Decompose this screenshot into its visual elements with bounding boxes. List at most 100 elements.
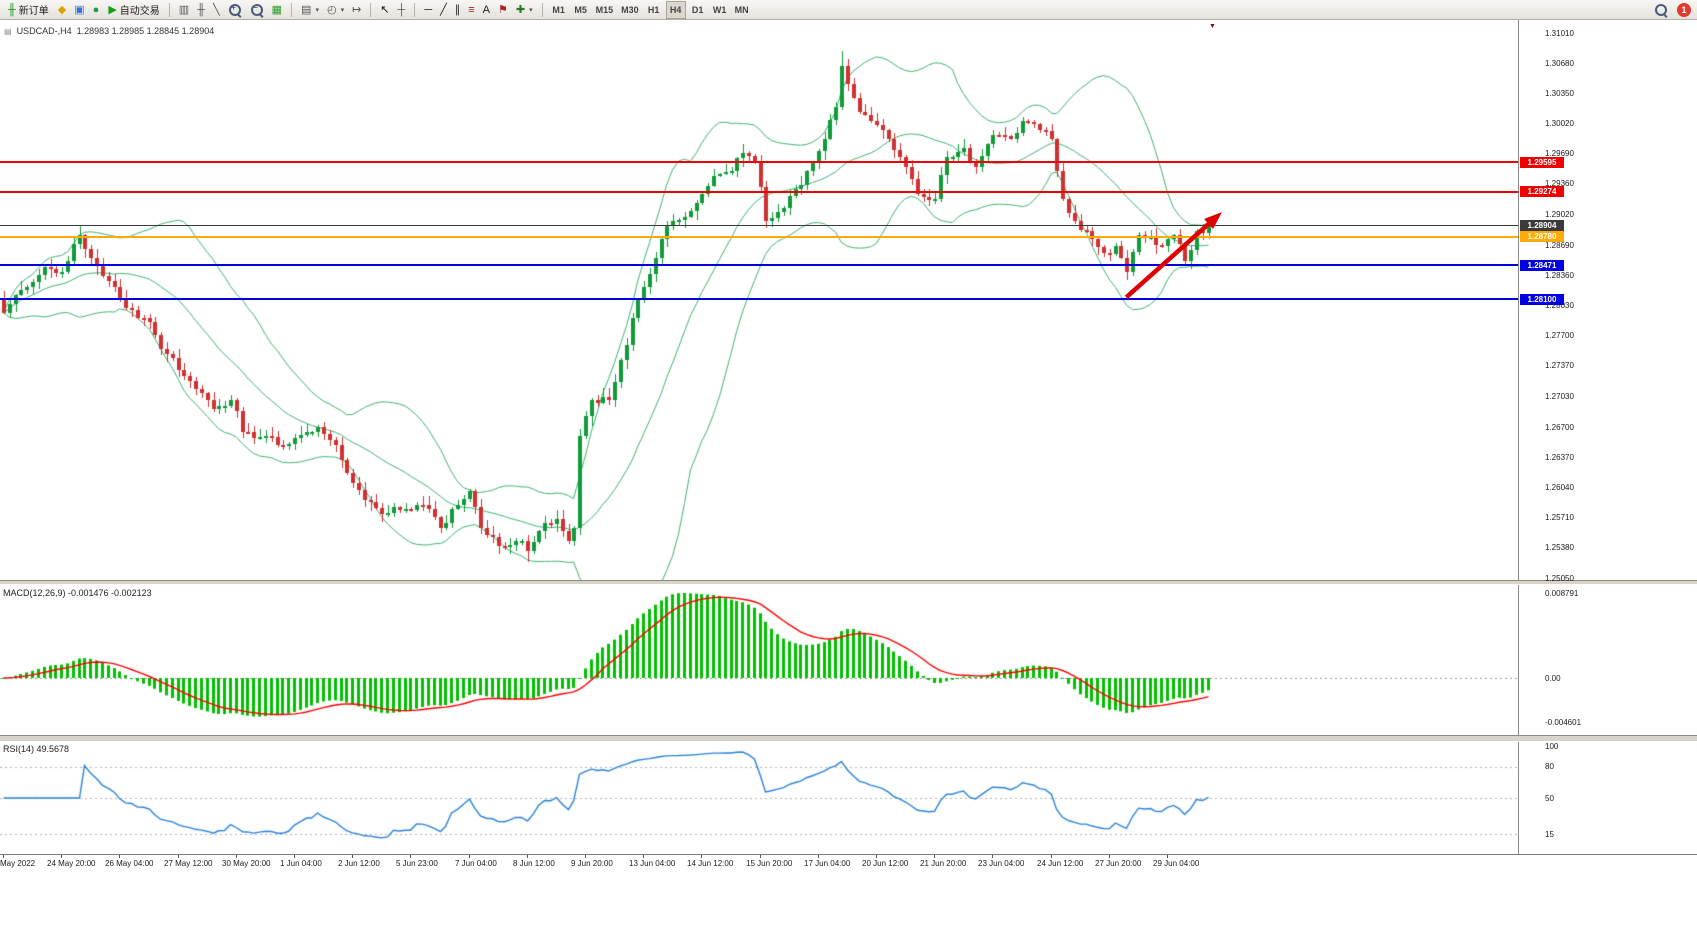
timeframe-switcher: M1 M5 M15 M30 H1 H4 D1 W1 MN <box>548 0 753 19</box>
time-tick-label: 26 May 04:00 <box>105 859 154 868</box>
time-tick-label: 20 Jun 12:00 <box>862 859 909 868</box>
time-tick-mark <box>818 855 819 858</box>
price-axis-border <box>1518 20 1519 854</box>
panel-splitter[interactable] <box>0 735 1697 742</box>
line-chart-button[interactable]: ╲ <box>209 1 224 19</box>
time-tick-mark <box>760 855 761 858</box>
zoom-in-button[interactable]: + <box>224 1 246 19</box>
price-tick-label: 1.31010 <box>1545 28 1574 38</box>
fibonacci-button[interactable]: ≡ <box>464 1 478 19</box>
toolbar-group-cursor: ↖ ┼ <box>376 1 409 19</box>
price-tag: 1.28904 <box>1520 220 1564 231</box>
price-tick-label: 1.28360 <box>1545 270 1574 280</box>
rsi-axis-label: 80 <box>1545 762 1554 772</box>
panel-splitter[interactable] <box>0 580 1697 585</box>
chart-symbol-label: ▤ USDCAD-,H4 1.28983 1.28985 1.28845 1.2… <box>4 26 214 36</box>
dropdown-arrow-icon: ▾ <box>340 6 345 14</box>
toolbar-group-objects: ─ ╱ ∥ ≡ A ⚑ ✚ ▾ <box>420 1 536 19</box>
timeframe-m1-button[interactable]: M1 <box>552 4 565 15</box>
label-button[interactable]: ⚑ <box>494 1 512 19</box>
toolbar-separator <box>370 2 372 17</box>
community-button[interactable]: ● <box>89 1 104 19</box>
zoom-in-sign: + <box>231 3 236 12</box>
templates-button[interactable]: ▤ ▾ <box>297 1 323 19</box>
zoom-out-button[interactable]: − <box>246 1 268 19</box>
toolbar-separator <box>541 2 543 17</box>
toolbar-group-chart-tools: ▥ ╫ ╲ + − ▦ <box>175 1 286 19</box>
label-icon: ⚑ <box>498 3 508 16</box>
metaeditor-button[interactable]: ◆ <box>54 1 70 19</box>
timeframe-h4-button[interactable]: H4 <box>665 0 686 19</box>
price-tick-label: 1.30020 <box>1545 119 1574 129</box>
scroll-to-end-marker[interactable]: ▼ <box>1209 23 1216 30</box>
timeframe-m5-button[interactable]: M5 <box>574 4 587 15</box>
new-order-label: 新订单 <box>18 6 49 17</box>
shapes-button[interactable]: ✚ ▾ <box>512 1 537 19</box>
time-tick-mark <box>701 855 702 858</box>
chart-shift-button[interactable]: ↦ <box>348 1 365 19</box>
chart-window-icon: ▣ <box>74 3 85 16</box>
rsi-panel[interactable] <box>0 742 1518 854</box>
timeframe-mn-button[interactable]: MN <box>734 4 749 15</box>
timeframe-m15-button[interactable]: M15 <box>595 4 614 15</box>
time-tick-mark <box>1109 855 1110 858</box>
time-tick-label: 27 Jun 20:00 <box>1095 859 1142 868</box>
new-order-button[interactable]: ╫ 新订单 <box>4 1 53 19</box>
chart-icon: ▤ <box>4 26 12 36</box>
price-tag: 1.28100 <box>1520 294 1564 305</box>
timeframe-w1-button[interactable]: W1 <box>712 4 727 15</box>
tile-windows-icon: ▦ <box>271 3 283 16</box>
time-tick-label: 27 May 12:00 <box>164 859 213 868</box>
time-tick-label: 17 Jun 04:00 <box>804 859 851 868</box>
time-axis[interactable]: May 2022 24 May 20:00 26 May 04:00 27 May 1… <box>0 855 1697 872</box>
zoom-out-icon: − <box>250 3 264 17</box>
price-tick-label: 1.26370 <box>1545 452 1574 462</box>
time-tick-label: 14 Jun 12:00 <box>687 859 734 868</box>
price-tag: 1.29274 <box>1520 186 1564 197</box>
price-tick-label: 1.29690 <box>1545 149 1574 159</box>
price-axis[interactable]: 1.31010 1.30680 1.30350 1.30020 1.29690 1.293… <box>1518 0 1697 856</box>
timeframe-d1-button[interactable]: D1 <box>691 4 704 15</box>
time-tick-label: 21 Jun 20:00 <box>920 859 967 868</box>
chart-window-button[interactable]: ▣ <box>70 1 88 19</box>
timeframe-h1-button[interactable]: H1 <box>647 4 660 15</box>
search-icon[interactable] <box>1654 3 1668 17</box>
bar-chart-button[interactable]: ▥ <box>175 1 193 19</box>
macd-label: MACD(12,26,9) -0.001476 -0.002123 <box>3 588 152 598</box>
macd-axis-label: 0.008791 <box>1545 588 1579 598</box>
macd-panel[interactable] <box>0 585 1518 735</box>
time-axis-border <box>0 854 1697 855</box>
rsi-axis-label: 100 <box>1545 741 1559 751</box>
toolbar-separator <box>291 2 293 17</box>
time-tick-mark <box>410 855 411 858</box>
time-tick-mark <box>585 855 586 858</box>
time-tick-label: 29 Jun 04:00 <box>1153 859 1200 868</box>
tile-windows-button[interactable]: ▦ <box>268 1 286 19</box>
price-tick-label: 1.27700 <box>1545 331 1574 341</box>
period-selector-button[interactable]: ◴ ▾ <box>323 1 348 19</box>
horizontal-line-button[interactable]: ─ <box>420 1 436 19</box>
toolbar-separator <box>168 2 170 17</box>
price-chart[interactable] <box>0 20 1518 580</box>
trendline-icon: ╱ <box>440 3 447 16</box>
trendline-button[interactable]: ╱ <box>436 1 451 19</box>
time-tick-mark <box>236 855 237 858</box>
timeframe-m30-button[interactable]: M30 <box>621 4 639 15</box>
cursor-button[interactable]: ↖ <box>376 1 393 19</box>
auto-trading-button[interactable]: ▶ 自动交易 <box>104 1 163 19</box>
time-tick-label: 8 Jun 12:00 <box>513 859 555 868</box>
text-button[interactable]: A <box>479 1 494 19</box>
channel-button[interactable]: ∥ <box>451 1 465 19</box>
rsi-axis-label: 15 <box>1545 829 1554 839</box>
toolbar-separator <box>414 2 416 17</box>
time-tick-mark <box>1167 855 1168 858</box>
time-tick-mark <box>1051 855 1052 858</box>
time-tick-mark <box>992 855 993 858</box>
notifications-badge[interactable]: 1 <box>1677 3 1691 17</box>
price-tick-label: 1.30680 <box>1545 58 1574 68</box>
price-tick-label: 1.26040 <box>1545 482 1574 492</box>
price-tick-label: 1.25380 <box>1545 543 1574 553</box>
price-tag: 1.28471 <box>1520 260 1564 271</box>
candlestick-chart-button[interactable]: ╫ <box>193 1 209 19</box>
crosshair-button[interactable]: ┼ <box>394 1 410 19</box>
